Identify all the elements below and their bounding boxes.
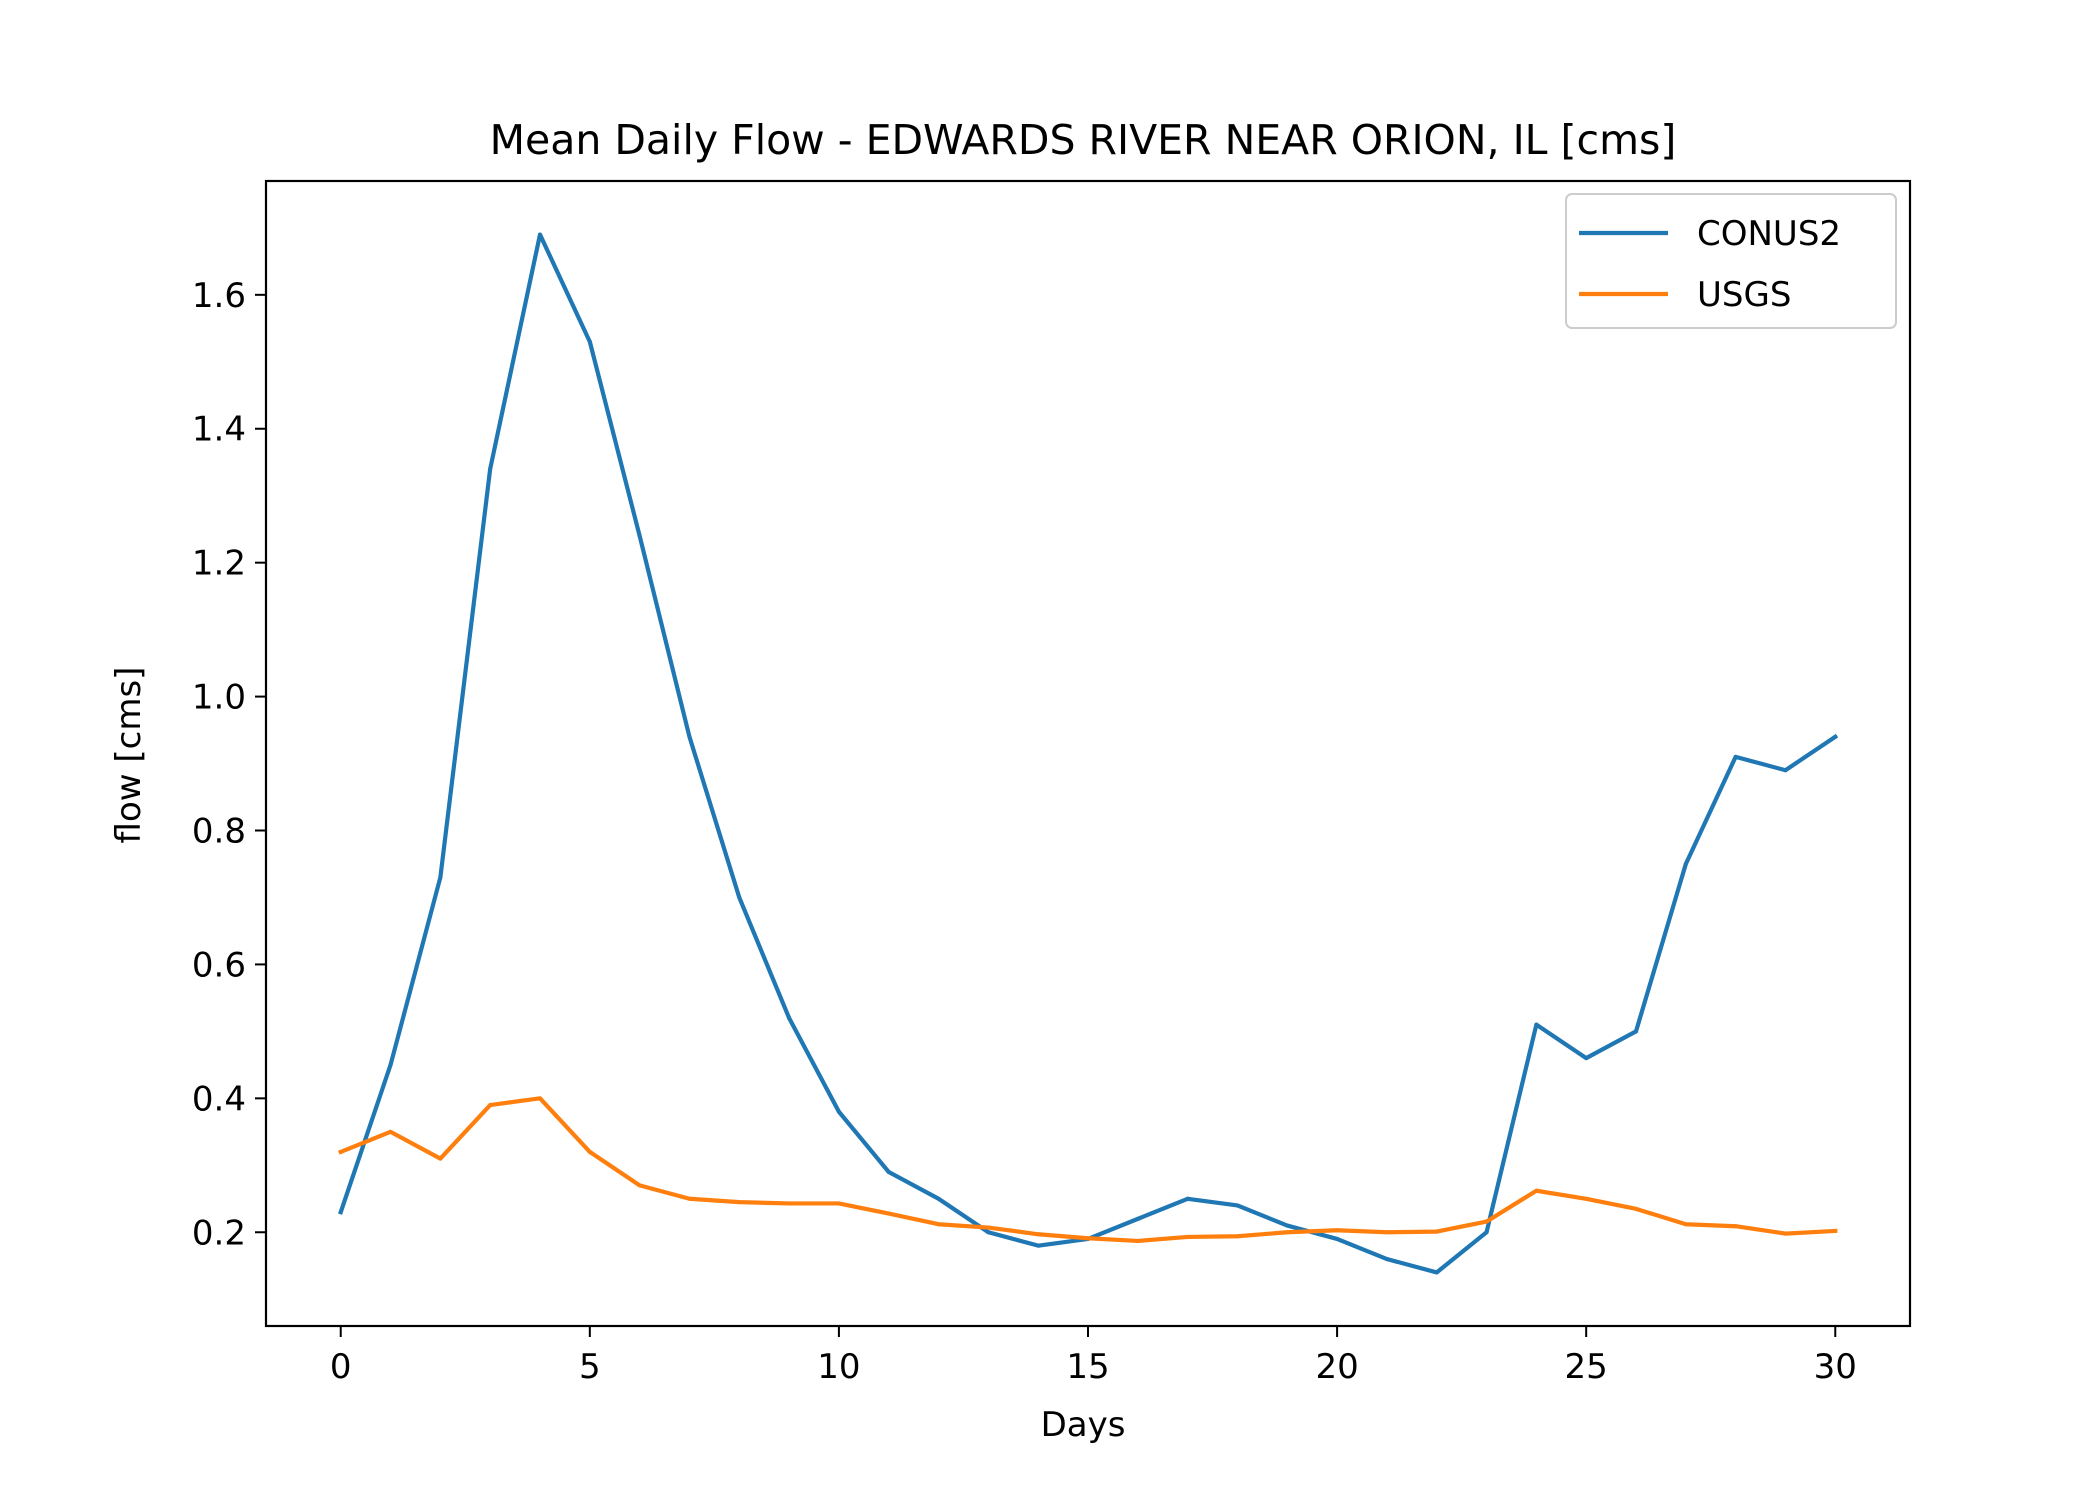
data-point	[1484, 1219, 1489, 1224]
data-point	[388, 1129, 393, 1134]
data-point	[1135, 1216, 1140, 1221]
data-point	[1384, 1230, 1389, 1235]
data-point	[637, 533, 642, 538]
data-point	[1335, 1236, 1340, 1241]
data-point	[1534, 1188, 1539, 1193]
data-point	[1634, 1206, 1638, 1211]
x-axis-label: Days	[1041, 1405, 1126, 1445]
data-point	[886, 1211, 891, 1216]
data-point	[986, 1225, 991, 1230]
data-point	[737, 895, 742, 900]
data-point	[488, 1103, 493, 1108]
y-tick-label: 0.6	[192, 945, 246, 985]
data-point	[986, 1230, 991, 1235]
plot-frame	[264, 179, 1912, 1328]
x-tick-label: 15	[1066, 1347, 1109, 1387]
data-point	[1783, 1231, 1788, 1236]
x-tick-label: 30	[1814, 1347, 1857, 1387]
data-point	[836, 1109, 841, 1114]
data-point	[1335, 1228, 1340, 1233]
y-tick-label: 0.4	[192, 1079, 246, 1119]
data-point	[787, 1015, 792, 1020]
y-tick-label: 0.2	[192, 1213, 246, 1253]
data-point	[538, 232, 542, 237]
series-usgs	[337, 1096, 1838, 1244]
y-axis: 0.2 0.4 0.6 0.8 1.0 1.2 1.4 1.6	[192, 276, 266, 1253]
data-point	[637, 1183, 642, 1188]
data-point	[1285, 1223, 1290, 1228]
data-point	[1783, 768, 1788, 773]
data-point	[538, 1096, 542, 1101]
y-tick-label: 1.4	[192, 410, 246, 450]
data-point	[587, 1149, 592, 1154]
data-point	[1584, 1196, 1589, 1201]
data-point	[388, 1062, 393, 1067]
data-point	[1185, 1234, 1190, 1239]
data-point	[687, 734, 692, 739]
legend-label: USGS	[1697, 275, 1791, 315]
x-tick-label: 25	[1565, 1347, 1608, 1387]
data-point	[1086, 1236, 1090, 1241]
y-tick-label: 1.6	[192, 276, 246, 316]
x-tick-label: 0	[330, 1347, 352, 1387]
series-layer	[337, 232, 1839, 1275]
data-point	[1235, 1203, 1240, 1208]
data-point	[1534, 1022, 1539, 1027]
data-point	[1434, 1229, 1439, 1234]
data-point	[936, 1196, 941, 1201]
x-axis: 0 5 10 15 20 25 30	[330, 1326, 1857, 1387]
data-point	[1833, 1228, 1838, 1233]
x-tick-label: 5	[579, 1347, 601, 1387]
data-point	[438, 1156, 443, 1161]
data-point	[1235, 1234, 1240, 1239]
data-point	[1733, 754, 1738, 759]
data-point	[1285, 1230, 1290, 1235]
data-point	[886, 1169, 891, 1174]
data-point	[338, 1149, 343, 1154]
data-point	[1384, 1257, 1389, 1262]
data-point	[836, 1201, 841, 1206]
data-point	[438, 875, 443, 880]
data-point	[1484, 1230, 1489, 1235]
x-tick-label: 20	[1315, 1347, 1358, 1387]
data-point	[338, 1210, 343, 1215]
y-tick-label: 0.8	[192, 812, 246, 852]
data-point	[1036, 1243, 1041, 1248]
data-point	[1036, 1232, 1041, 1237]
chart-title: Mean Daily Flow - EDWARDS RIVER NEAR ORI…	[490, 116, 1677, 164]
y-tick-label: 1.2	[192, 544, 246, 584]
x-tick-label: 10	[817, 1347, 860, 1387]
y-tick-label: 1.0	[192, 678, 246, 718]
y-axis-label: flow [cms]	[109, 667, 149, 844]
data-point	[488, 466, 493, 471]
data-point	[1634, 1029, 1638, 1034]
data-point	[737, 1200, 742, 1205]
data-point	[1833, 734, 1838, 739]
data-point	[936, 1222, 941, 1227]
data-point	[587, 339, 592, 344]
legend: CONUS2 USGS	[1565, 193, 1897, 329]
data-point	[1683, 1222, 1688, 1227]
data-point	[1135, 1238, 1140, 1243]
data-point	[1683, 861, 1688, 866]
data-point	[1185, 1196, 1190, 1201]
data-point	[687, 1196, 692, 1201]
data-point	[1733, 1224, 1738, 1229]
data-point	[1434, 1270, 1439, 1275]
legend-label: CONUS2	[1697, 214, 1841, 254]
data-point	[787, 1201, 792, 1206]
data-point	[1584, 1056, 1589, 1061]
